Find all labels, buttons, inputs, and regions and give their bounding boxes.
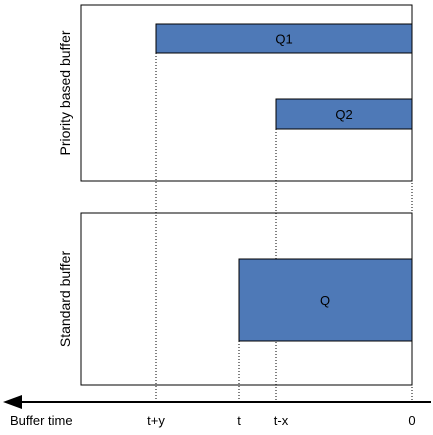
bar-q-label: Q: [320, 293, 330, 308]
tick-label-zero: 0: [408, 413, 415, 428]
bar-q2-label: Q2: [335, 107, 352, 122]
tick-label-t: t: [237, 413, 241, 428]
tick-label-t-plus-y: t+y: [147, 413, 165, 428]
bar-q1: [155, 23, 413, 54]
tick-label-t-minus-x: t-x: [274, 413, 289, 428]
priority-buffer-label: Priority based buffer: [57, 30, 73, 155]
bar-q2: [275, 98, 413, 130]
axis-title: Buffer time: [10, 413, 73, 428]
bar-q1-label: Q1: [275, 32, 292, 47]
standard-buffer-label: Standard buffer: [57, 251, 73, 348]
bar-q: [238, 258, 413, 342]
time-axis-arrowhead: [3, 395, 22, 409]
